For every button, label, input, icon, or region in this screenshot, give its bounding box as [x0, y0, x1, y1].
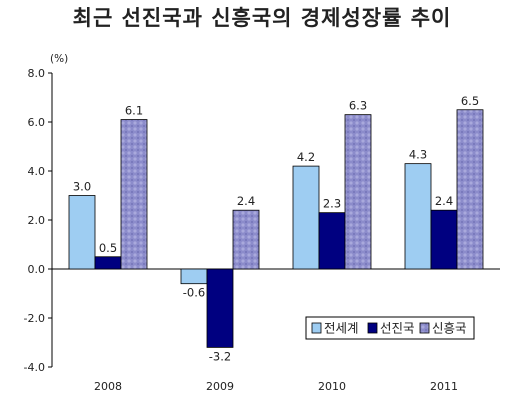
bar-emerging-2010 — [344, 114, 372, 270]
y-tick-label: 4.0 — [28, 165, 46, 178]
unit-label: (%) — [50, 53, 68, 65]
x-tick-label: 2011 — [430, 380, 458, 393]
data-label-emerging-2010: 6.3 — [349, 99, 367, 113]
data-label-world-2009: -0.6 — [183, 286, 205, 300]
data-label-advanced-2008: 0.5 — [99, 241, 117, 255]
y-tick-label: 0.0 — [28, 263, 46, 276]
legend-box — [305, 316, 475, 340]
legend-label-advanced: 선진국 — [380, 321, 415, 336]
x-tick-label: 2008 — [94, 380, 122, 393]
legend: 전세계 선진국 신흥국 — [305, 316, 475, 340]
data-label-advanced-2011: 2.4 — [435, 194, 453, 208]
data-label-advanced-2010: 2.3 — [323, 197, 341, 211]
legend-label-world: 전세계 — [324, 321, 359, 336]
x-tick-label: 2010 — [318, 380, 346, 393]
y-tick-label: 8.0 — [28, 67, 46, 80]
legend-swatch-advanced — [367, 322, 378, 334]
data-label-emerging-2011: 6.5 — [461, 94, 479, 108]
data-label-world-2011: 4.3 — [409, 148, 427, 162]
legend-swatch-world — [311, 322, 322, 334]
bar-emerging-2009 — [232, 209, 260, 270]
data-label-emerging-2008: 6.1 — [125, 104, 143, 118]
legend-label-emerging: 신흥국 — [432, 321, 467, 336]
data-label-world-2010: 4.2 — [297, 150, 315, 164]
y-tick-label: -2.0 — [24, 312, 45, 325]
data-label-world-2008: 3.0 — [73, 180, 91, 194]
bar-world-2009 — [180, 268, 208, 285]
bar-world-2011 — [404, 163, 432, 270]
bar-advanced-2010 — [318, 212, 346, 270]
legend-swatch-emerging — [419, 322, 430, 334]
data-label-advanced-2009: -3.2 — [209, 349, 231, 363]
y-tick-label: 6.0 — [28, 116, 46, 129]
data-label-emerging-2009: 2.4 — [237, 194, 255, 208]
y-tick-label: -4.0 — [24, 361, 45, 374]
y-tick-label: 2.0 — [28, 214, 46, 227]
bar-world-2008 — [68, 195, 96, 270]
bar-emerging-2008 — [120, 119, 148, 270]
x-tick-label: 2009 — [206, 380, 234, 393]
bar-advanced-2008 — [94, 256, 122, 270]
chart-title: 최근 선진국과 신흥국의 경제성장률 추이 — [72, 6, 452, 30]
bar-emerging-2011 — [456, 109, 484, 270]
bar-advanced-2011 — [430, 209, 458, 270]
bar-advanced-2009 — [206, 268, 234, 348]
bar-world-2010 — [292, 165, 320, 270]
